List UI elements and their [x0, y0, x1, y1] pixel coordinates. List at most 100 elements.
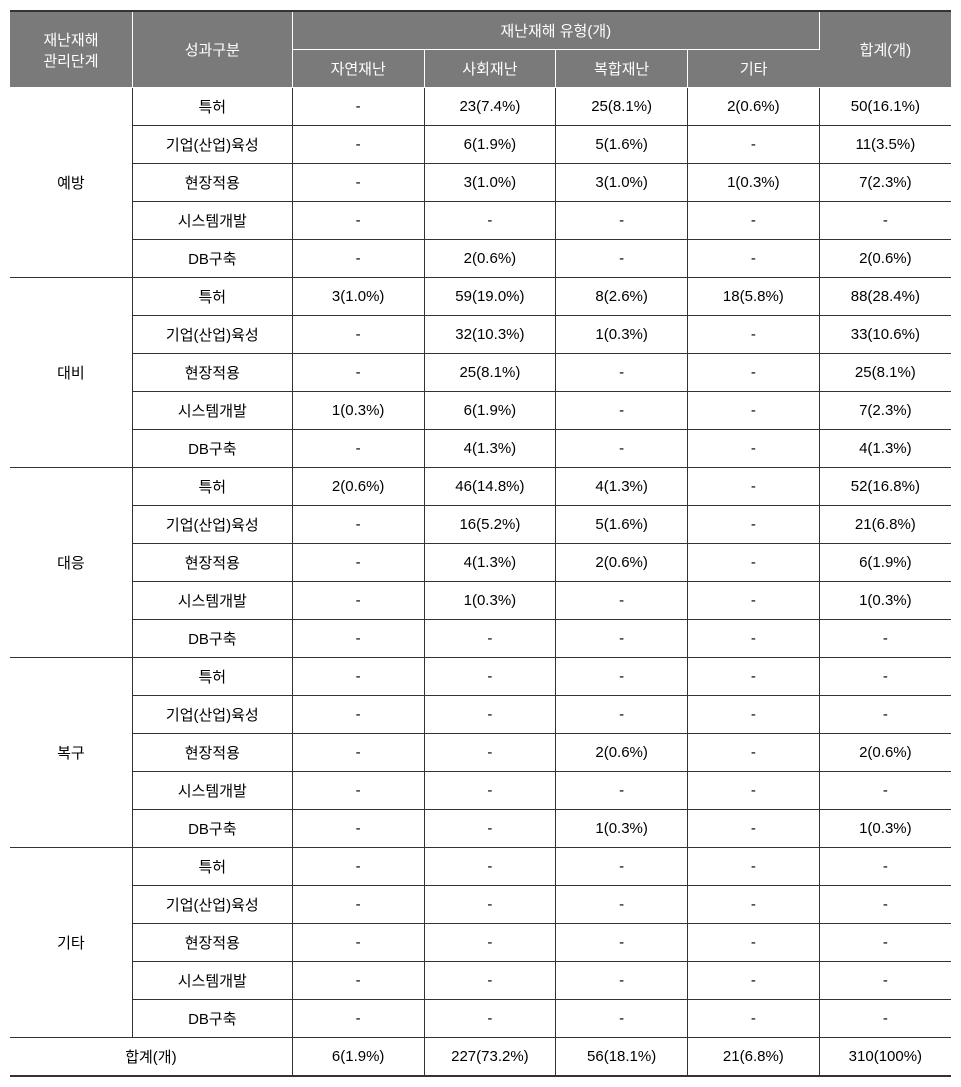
data-cell: 59(19.0%) [424, 278, 556, 316]
data-cell: - [292, 506, 424, 544]
data-cell: 52(16.8%) [819, 468, 951, 506]
data-cell: - [556, 962, 688, 1000]
category-cell: 시스템개발 [132, 582, 292, 620]
data-cell: - [688, 126, 820, 164]
data-cell: - [292, 810, 424, 848]
data-cell: - [556, 886, 688, 924]
data-cell: 6(1.9%) [819, 544, 951, 582]
category-cell: 현장적용 [132, 924, 292, 962]
group-label: 예방 [10, 88, 132, 278]
data-cell: - [556, 772, 688, 810]
data-cell: 4(1.3%) [819, 430, 951, 468]
data-cell: 1(0.3%) [819, 810, 951, 848]
data-cell: - [424, 658, 556, 696]
data-cell: - [424, 620, 556, 658]
data-cell: - [292, 962, 424, 1000]
data-cell: 32(10.3%) [424, 316, 556, 354]
data-cell: - [292, 886, 424, 924]
category-cell: 특허 [132, 658, 292, 696]
data-cell: - [292, 582, 424, 620]
data-cell: 1(0.3%) [688, 164, 820, 202]
table-row: 현장적용----- [10, 924, 951, 962]
table-row: 복구특허----- [10, 658, 951, 696]
data-cell: 7(2.3%) [819, 164, 951, 202]
data-cell: - [292, 772, 424, 810]
group-label: 복구 [10, 658, 132, 848]
data-cell: 7(2.3%) [819, 392, 951, 430]
data-cell: - [292, 430, 424, 468]
data-cell: - [819, 772, 951, 810]
data-cell: - [688, 202, 820, 240]
data-cell: - [688, 430, 820, 468]
data-cell: 3(1.0%) [292, 278, 424, 316]
table-row: 현장적용-25(8.1%)--25(8.1%) [10, 354, 951, 392]
category-cell: DB구축 [132, 810, 292, 848]
data-cell: - [424, 810, 556, 848]
category-cell: 특허 [132, 88, 292, 126]
table-row: 시스템개발-1(0.3%)--1(0.3%) [10, 582, 951, 620]
header-other: 기타 [688, 50, 820, 88]
data-cell: - [556, 392, 688, 430]
data-cell: - [556, 696, 688, 734]
category-cell: 시스템개발 [132, 202, 292, 240]
data-cell: 11(3.5%) [819, 126, 951, 164]
data-cell: 23(7.4%) [424, 88, 556, 126]
data-cell: - [424, 202, 556, 240]
data-cell: - [424, 734, 556, 772]
data-cell: 5(1.6%) [556, 506, 688, 544]
category-cell: 기업(산업)육성 [132, 696, 292, 734]
data-cell: - [688, 734, 820, 772]
category-cell: 기업(산업)육성 [132, 126, 292, 164]
data-cell: 8(2.6%) [556, 278, 688, 316]
header-disaster-type-group: 재난재해 유형(개) [292, 11, 819, 50]
data-cell: - [292, 544, 424, 582]
data-cell: - [688, 962, 820, 1000]
table-row: DB구축----- [10, 620, 951, 658]
data-cell: 2(0.6%) [688, 88, 820, 126]
data-cell: 4(1.3%) [424, 544, 556, 582]
data-cell: 1(0.3%) [424, 582, 556, 620]
data-cell: - [292, 1000, 424, 1038]
data-cell: 2(0.6%) [819, 240, 951, 278]
data-cell: 6(1.9%) [424, 126, 556, 164]
total-cell: 56(18.1%) [556, 1038, 688, 1077]
category-cell: DB구축 [132, 430, 292, 468]
data-cell: - [688, 506, 820, 544]
data-cell: 1(0.3%) [556, 316, 688, 354]
data-cell: 5(1.6%) [556, 126, 688, 164]
table-body: 예방특허-23(7.4%)25(8.1%)2(0.6%)50(16.1%)기업(… [10, 88, 951, 1077]
header-management-stage: 재난재해 관리단계 [10, 11, 132, 88]
disaster-statistics-table: 재난재해 관리단계 성과구분 재난재해 유형(개) 합계(개) 자연재난 사회재… [10, 10, 951, 1077]
category-cell: 특허 [132, 468, 292, 506]
data-cell: - [424, 886, 556, 924]
data-cell: - [688, 620, 820, 658]
table-row: 시스템개발----- [10, 202, 951, 240]
data-cell: 2(0.6%) [424, 240, 556, 278]
total-cell: 310(100%) [819, 1038, 951, 1077]
category-cell: 기업(산업)육성 [132, 316, 292, 354]
data-cell: - [688, 316, 820, 354]
data-cell: - [556, 924, 688, 962]
data-cell: - [424, 848, 556, 886]
data-cell: 3(1.0%) [424, 164, 556, 202]
header-natural-disaster: 자연재난 [292, 50, 424, 88]
table-row: 시스템개발----- [10, 962, 951, 1000]
data-cell: 25(8.1%) [556, 88, 688, 126]
data-cell: - [292, 354, 424, 392]
data-cell: 2(0.6%) [292, 468, 424, 506]
data-cell: - [688, 544, 820, 582]
table-row: 기업(산업)육성----- [10, 886, 951, 924]
total-cell: 227(73.2%) [424, 1038, 556, 1077]
data-cell: - [292, 88, 424, 126]
table-row: 기업(산업)육성----- [10, 696, 951, 734]
category-cell: 기업(산업)육성 [132, 506, 292, 544]
group-label: 대비 [10, 278, 132, 468]
data-cell: - [292, 316, 424, 354]
header-complex-disaster: 복합재난 [556, 50, 688, 88]
category-cell: 특허 [132, 848, 292, 886]
data-cell: - [688, 772, 820, 810]
data-cell: - [819, 202, 951, 240]
total-label: 합계(개) [10, 1038, 292, 1077]
table-header: 재난재해 관리단계 성과구분 재난재해 유형(개) 합계(개) 자연재난 사회재… [10, 11, 951, 88]
data-cell: 88(28.4%) [819, 278, 951, 316]
